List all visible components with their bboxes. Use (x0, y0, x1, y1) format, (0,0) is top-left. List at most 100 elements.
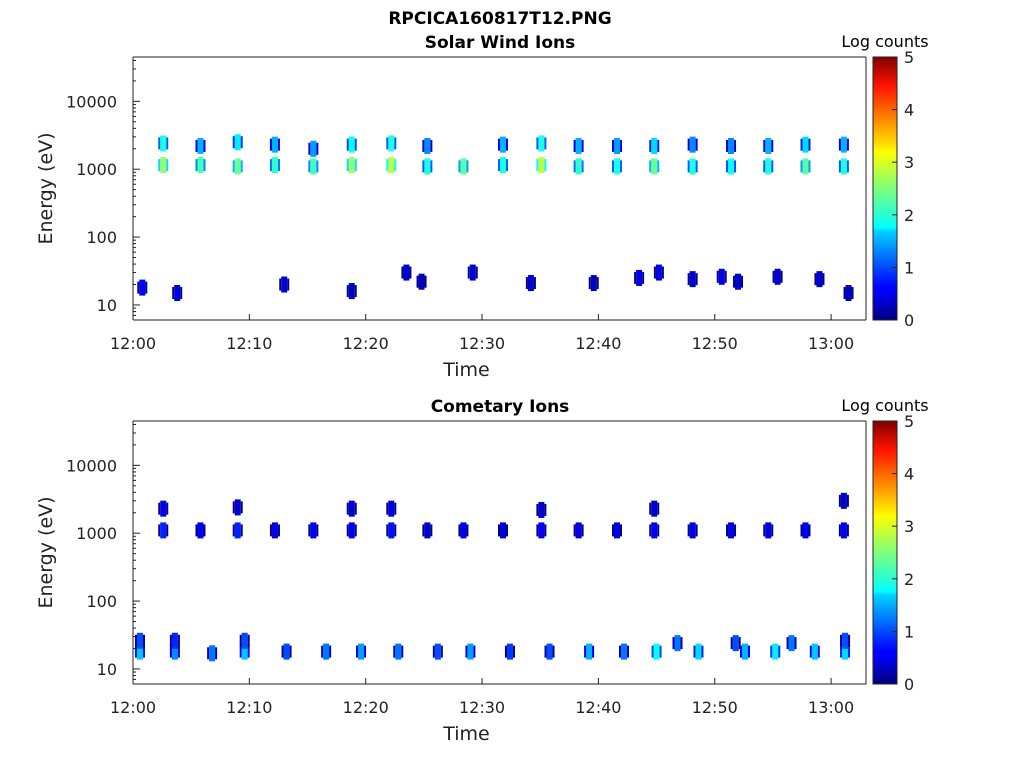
heatmap-cell (497, 524, 500, 537)
heatmap-cell (475, 266, 478, 279)
heatmap-cell (171, 643, 178, 660)
heatmap-cell (354, 138, 357, 151)
x-tick-label: 12:00 (110, 334, 156, 353)
heatmap-cell (499, 157, 506, 174)
heatmap-cell (197, 522, 204, 539)
heatmap-cell (581, 160, 584, 173)
heatmap-cell (525, 277, 528, 290)
heatmap-cell (497, 159, 500, 172)
heatmap-cell (843, 286, 846, 299)
heatmap-cell (734, 524, 737, 537)
heatmap-cell (346, 159, 349, 172)
heatmap-cell (505, 159, 508, 172)
heatmap-cells (134, 492, 851, 662)
heatmap-cell (657, 160, 660, 173)
heatmap-cell (247, 645, 250, 658)
y-tick-label: 1000 (76, 524, 117, 543)
heatmap-cell (840, 158, 847, 175)
heatmap-cell (281, 276, 288, 293)
heatmap-cell (649, 524, 652, 537)
heatmap-cell (838, 524, 841, 537)
heatmap-cell (394, 502, 397, 515)
solar-wind-panel: Solar Wind Ions 12:00 12:10 12:20 12:30 12:40… (35, 32, 929, 381)
heatmap-cell (505, 524, 508, 537)
heatmap-cell (536, 503, 539, 516)
heatmap-cell (544, 524, 547, 537)
x-tick-label: 12:10 (226, 698, 272, 717)
x-tick-label: 12:20 (343, 334, 389, 353)
heatmap-cell (177, 645, 180, 658)
heatmap-cell (840, 634, 843, 647)
heatmap-cell (440, 645, 443, 658)
heatmap-cell (738, 637, 741, 650)
heatmap-cell (695, 524, 698, 537)
heatmap-cell (239, 645, 242, 658)
heatmap-cell (687, 160, 690, 173)
heatmap-cell (544, 137, 547, 150)
heatmap-cell (848, 645, 851, 658)
heatmap-cell (733, 275, 736, 288)
heatmap-cell (458, 160, 461, 173)
heatmap-cell (310, 140, 317, 157)
heatmap-cell (424, 137, 431, 154)
heatmap-cell (770, 645, 773, 658)
colorbar-tick-label: 0 (904, 675, 914, 694)
heatmap-cell (726, 139, 729, 152)
heatmap-cell (552, 645, 555, 658)
heatmap-cell (271, 157, 278, 174)
heatmap-cell (614, 522, 621, 539)
heatmap-cell (636, 269, 643, 286)
heatmap-cell (240, 524, 243, 537)
heatmap-cell (687, 524, 690, 537)
heatmap-cell (765, 137, 772, 154)
heatmap-cell (840, 492, 847, 509)
heatmap-cell (848, 634, 851, 647)
heatmap-cell (177, 634, 180, 647)
x-tick-label: 13:00 (808, 334, 854, 353)
heatmap-cell (388, 135, 395, 152)
heatmap-cell (166, 524, 169, 537)
heatmap-cell (763, 524, 766, 537)
heatmap-cell (203, 139, 206, 152)
colorbar-label: Log counts (841, 396, 928, 415)
x-tick-label: 12:30 (459, 334, 505, 353)
heatmap-cell (422, 524, 425, 537)
heatmap-cell (160, 157, 167, 174)
heatmap-cell (544, 159, 547, 172)
heatmap-cell (642, 271, 645, 284)
heatmap-cell (354, 285, 357, 298)
heatmap-cell (289, 645, 292, 658)
heatmap-cell (388, 157, 395, 174)
heatmap-cell (346, 138, 349, 151)
heatmap-cell (358, 643, 365, 660)
heatmap-cell (166, 137, 169, 150)
heatmap-cell (458, 524, 461, 537)
heatmap-cell (726, 524, 729, 537)
heatmap-cell (581, 139, 584, 152)
heatmap-cell (504, 645, 507, 658)
heatmap-cell (620, 643, 627, 660)
colorbar-tick-label: 1 (904, 258, 914, 277)
heatmap-cell (277, 138, 280, 151)
heatmap-cell (657, 502, 660, 515)
heatmap-cell (687, 138, 690, 151)
heatmap-cell (512, 645, 515, 658)
x-tick-label: 12:50 (692, 334, 738, 353)
heatmap-cell (816, 271, 823, 288)
heatmap-cell (308, 142, 311, 155)
heatmap-cell (174, 284, 181, 301)
heatmap-cell (596, 277, 599, 290)
heatmap-cell (536, 159, 539, 172)
heatmap-cell (197, 157, 204, 174)
heatmap-cell (536, 137, 539, 150)
heatmap-cell (134, 634, 137, 647)
heatmap-cell (234, 499, 241, 516)
x-tick-label: 12:40 (575, 698, 621, 717)
y-tick-label: 100 (86, 592, 117, 611)
heatmap-cell (434, 643, 441, 660)
heatmap-cell (394, 159, 397, 172)
heatmap-cell (536, 524, 539, 537)
heatmap-cell (771, 160, 774, 173)
